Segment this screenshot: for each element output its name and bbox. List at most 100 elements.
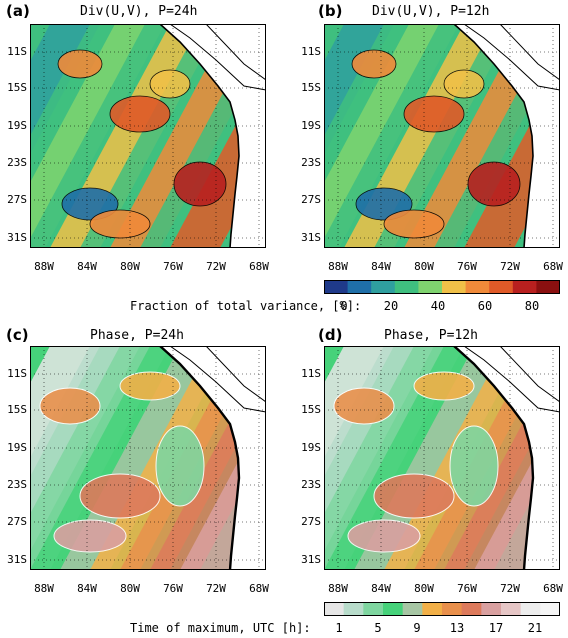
lon-tick-label: 84W	[371, 582, 391, 595]
lat-tick-label: 31S	[7, 231, 27, 244]
field-blob	[333, 387, 395, 425]
field-blob	[109, 95, 171, 133]
field-blob	[173, 161, 227, 207]
colorbar-swatch	[422, 602, 443, 616]
colorbar-swatch	[540, 602, 560, 616]
map-phase-24h	[30, 346, 266, 570]
phase-tick: 17	[488, 621, 504, 635]
lat-tick-label: 31S	[301, 231, 321, 244]
lon-tick-label: 84W	[77, 582, 97, 595]
lat-tick-label: 15S	[301, 81, 321, 94]
phase-tick: 13	[449, 621, 465, 635]
map-variance-12h	[324, 24, 560, 248]
lon-tick-label: 68W	[543, 260, 563, 273]
lon-tick-label: 80W	[120, 582, 140, 595]
field-blob	[351, 49, 397, 79]
panel-title: Phase, P=24h	[90, 328, 184, 343]
lat-tick-label: 19S	[301, 119, 321, 132]
inland-water	[169, 346, 266, 413]
colorbar-swatch	[512, 280, 537, 294]
map-variance-24h	[30, 24, 266, 248]
graticule	[324, 24, 560, 248]
lat-tick-label: 27S	[7, 515, 27, 528]
colorbar-swatch	[363, 602, 384, 616]
variance-tick: 80	[524, 299, 540, 313]
lon-tick-label: 76W	[457, 582, 477, 595]
lon-tick-label: 68W	[249, 582, 269, 595]
panel-title: Div(U,V), P=12h	[372, 4, 490, 19]
map-frame	[324, 346, 560, 570]
colorbar-swatch	[418, 280, 443, 294]
field-blob	[403, 95, 465, 133]
lon-tick-label: 72W	[206, 260, 226, 273]
colorbar-swatch	[489, 280, 514, 294]
field-blob	[53, 519, 127, 553]
variance-colorbar-title: Fraction of total variance, [%]:	[130, 299, 362, 313]
lat-tick-label: 11S	[301, 45, 321, 58]
colorbar-frame	[324, 280, 560, 294]
field-blob	[467, 161, 521, 207]
inland-water	[463, 24, 560, 91]
map-frame	[30, 24, 266, 248]
lat-tick-label: 19S	[7, 119, 27, 132]
lat-tick-label: 23S	[7, 156, 27, 169]
phase-colorbar	[324, 602, 560, 616]
lat-tick-label: 31S	[7, 553, 27, 566]
graticule	[324, 346, 560, 570]
colorbar-swatch	[442, 280, 467, 294]
field-blob	[39, 387, 101, 425]
panel-letter: (a)	[6, 2, 30, 20]
lon-tick-label: 72W	[500, 260, 520, 273]
lat-tick-label: 31S	[301, 553, 321, 566]
field-blob	[373, 473, 455, 519]
lat-tick-label: 23S	[7, 478, 27, 491]
coastline	[453, 346, 535, 570]
lon-tick-label: 80W	[120, 260, 140, 273]
variance-tick: 20	[383, 299, 399, 313]
lon-tick-label: 68W	[543, 582, 563, 595]
lon-tick-label: 72W	[500, 582, 520, 595]
colorbar-swatch	[394, 280, 419, 294]
phase-colorbar-title: Time of maximum, UTC [h]:	[130, 621, 311, 635]
field-blob	[79, 473, 161, 519]
colorbar-frame	[324, 602, 560, 616]
phase-tick: 21	[527, 621, 543, 635]
field-blob	[119, 371, 181, 401]
lat-tick-label: 27S	[7, 193, 27, 206]
field-blob	[149, 69, 191, 99]
lon-tick-label: 84W	[77, 260, 97, 273]
panel-letter: (c)	[6, 326, 29, 344]
inland-water	[169, 24, 266, 91]
field-blob	[413, 371, 475, 401]
lon-tick-label: 84W	[371, 260, 391, 273]
lon-tick-label: 88W	[34, 260, 54, 273]
field-blob	[57, 49, 103, 79]
field-blob	[89, 209, 151, 239]
lat-tick-label: 19S	[7, 441, 27, 454]
colorbar-swatch	[461, 602, 482, 616]
lon-tick-label: 76W	[457, 260, 477, 273]
coastline	[453, 24, 534, 248]
field-blob	[155, 425, 205, 507]
field-blob	[443, 69, 485, 99]
phase-tick: 5	[374, 621, 382, 635]
lat-tick-label: 27S	[301, 515, 321, 528]
map-phase-12h	[324, 346, 560, 570]
lat-tick-label: 15S	[7, 81, 27, 94]
map-frame	[30, 346, 266, 570]
field-blob	[449, 425, 499, 507]
lat-tick-label: 11S	[7, 367, 27, 380]
graticule	[30, 346, 266, 570]
colorbar-swatch	[520, 602, 541, 616]
panel-title: Div(U,V), P=24h	[80, 4, 198, 19]
lon-tick-label: 72W	[206, 582, 226, 595]
field-layer	[324, 346, 560, 570]
coastline	[159, 24, 240, 248]
field-blob	[383, 209, 445, 239]
lon-tick-label: 76W	[163, 260, 183, 273]
variance-colorbar	[324, 280, 560, 294]
panel-letter: (b)	[318, 2, 343, 20]
colorbar-swatch	[383, 602, 404, 616]
colorbar-swatch	[347, 280, 372, 294]
lat-tick-label: 19S	[301, 441, 321, 454]
